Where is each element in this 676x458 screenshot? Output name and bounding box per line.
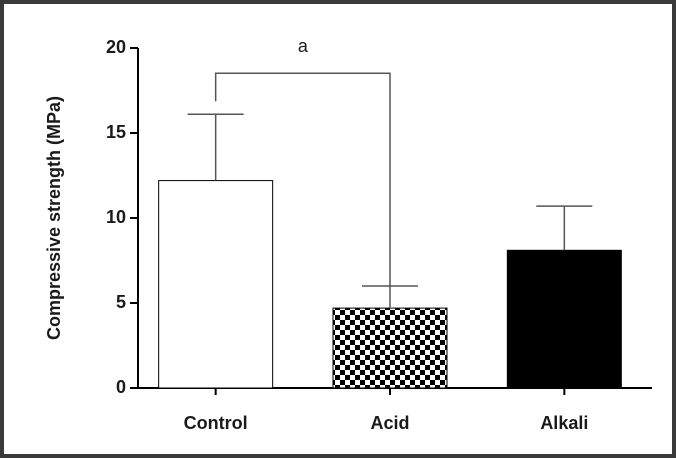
significance-label: a	[298, 36, 309, 56]
error-bar	[362, 285, 418, 309]
y-axis-label: Compressive strength (MPa)	[44, 96, 64, 340]
y-tick-label: 20	[106, 37, 126, 57]
bar	[158, 180, 274, 389]
x-tick-label: Control	[184, 413, 248, 433]
bar	[332, 307, 448, 389]
y-tick-label: 10	[106, 207, 126, 227]
x-tick-label: Alkali	[540, 413, 588, 433]
bar	[506, 249, 622, 389]
error-bar	[187, 113, 244, 181]
error-bar	[536, 205, 593, 251]
x-tick-label: Acid	[370, 413, 409, 433]
y-tick-label: 5	[116, 292, 126, 312]
significance-bracket	[214, 72, 391, 286]
y-tick-label: 15	[106, 122, 126, 142]
y-tick-label: 0	[116, 377, 126, 397]
